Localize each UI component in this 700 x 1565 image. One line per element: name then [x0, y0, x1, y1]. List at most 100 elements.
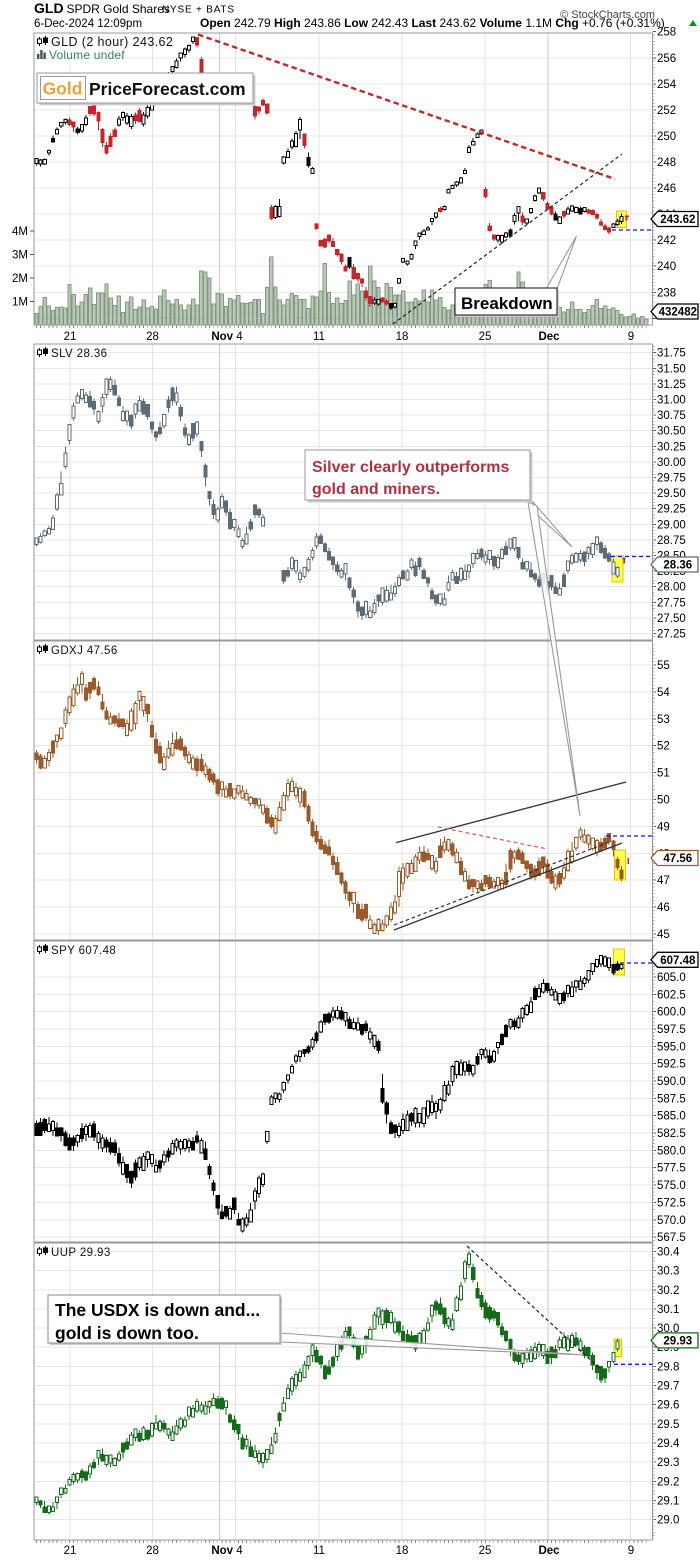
svg-text:gold and miners.: gold and miners.: [312, 481, 440, 498]
svg-text:432482: 432482: [659, 307, 697, 319]
svg-text:49: 49: [657, 821, 670, 833]
svg-text:243.62: 243.62: [660, 214, 695, 226]
svg-text:28: 28: [146, 1545, 159, 1557]
svg-text:29.75: 29.75: [657, 473, 686, 485]
svg-text:GLD: GLD: [34, 0, 64, 16]
svg-text:GLD (2 hour) 243.62: GLD (2 hour) 243.62: [51, 35, 173, 49]
svg-text:gold is down too.: gold is down too.: [55, 1323, 199, 1343]
svg-text:582.5: 582.5: [657, 1128, 686, 1140]
svg-text:30.00: 30.00: [657, 457, 686, 469]
svg-text:567.5: 567.5: [657, 1232, 686, 1244]
svg-text:25: 25: [479, 331, 492, 343]
svg-text:28: 28: [146, 331, 159, 343]
svg-text:SPY 607.48: SPY 607.48: [51, 945, 116, 957]
svg-text:Open 242.79 High 243.86 Lo: Open 242.79 High 243.86 Low 242.43 Last …: [200, 16, 665, 30]
svg-text:Gold: Gold: [43, 79, 83, 99]
svg-text:30.75: 30.75: [657, 410, 686, 422]
svg-text:29.50: 29.50: [657, 488, 686, 500]
svg-text:31.00: 31.00: [657, 395, 686, 407]
svg-text:NYSE + BATS: NYSE + BATS: [162, 5, 235, 16]
svg-text:570.0: 570.0: [657, 1215, 686, 1227]
svg-text:Breakdown: Breakdown: [461, 294, 553, 313]
svg-text:29.0: 29.0: [657, 1515, 679, 1527]
svg-text:572.5: 572.5: [657, 1197, 686, 1209]
svg-text:Volume undef: Volume undef: [49, 48, 125, 62]
svg-text:SPDR Gold Shares: SPDR Gold Shares: [67, 2, 170, 16]
svg-text:30.3: 30.3: [657, 1266, 679, 1278]
svg-text:18: 18: [396, 1545, 409, 1557]
svg-text:30.0: 30.0: [657, 1323, 679, 1335]
svg-text:28.00: 28.00: [657, 582, 686, 594]
svg-text:27.75: 27.75: [657, 597, 686, 609]
svg-text:29.4: 29.4: [657, 1438, 680, 1450]
svg-text:29.5: 29.5: [657, 1419, 679, 1431]
svg-text:SLV 28.36: SLV 28.36: [51, 348, 107, 360]
svg-text:29.00: 29.00: [657, 519, 686, 531]
svg-text:UUP 29.93: UUP 29.93: [51, 1247, 111, 1259]
svg-text:29.3: 29.3: [657, 1457, 679, 1469]
svg-text:240: 240: [657, 261, 676, 273]
svg-text:30.2: 30.2: [657, 1285, 679, 1297]
svg-text:607.48: 607.48: [660, 955, 696, 967]
svg-text:PriceForecast.com: PriceForecast.com: [89, 79, 246, 99]
svg-text:21: 21: [64, 331, 77, 343]
svg-text:605.0: 605.0: [657, 972, 686, 984]
svg-text:Dec: Dec: [538, 1545, 560, 1557]
svg-text:30.1: 30.1: [657, 1304, 679, 1316]
svg-text:Nov 4: Nov 4: [211, 331, 243, 343]
svg-text:590.0: 590.0: [657, 1076, 686, 1088]
svg-text:27.25: 27.25: [657, 629, 686, 641]
svg-text:587.5: 587.5: [657, 1093, 686, 1105]
svg-text:4M: 4M: [12, 226, 28, 238]
svg-text:29.8: 29.8: [657, 1361, 679, 1373]
svg-text:597.5: 597.5: [657, 1024, 686, 1036]
svg-text:30.50: 30.50: [657, 426, 686, 438]
svg-text:248: 248: [657, 157, 676, 169]
svg-text:602.5: 602.5: [657, 989, 686, 1001]
svg-text:246: 246: [657, 183, 676, 195]
svg-text:575.0: 575.0: [657, 1180, 686, 1192]
svg-text:3M: 3M: [12, 250, 28, 262]
svg-text:46: 46: [657, 902, 670, 914]
svg-text:28.36: 28.36: [663, 560, 692, 572]
svg-text:11: 11: [313, 331, 325, 343]
svg-text:50: 50: [657, 795, 670, 807]
svg-text:30.4: 30.4: [657, 1247, 680, 1259]
svg-text:595.0: 595.0: [657, 1041, 686, 1053]
svg-text:18: 18: [396, 331, 409, 343]
svg-text:29.1: 29.1: [657, 1496, 679, 1508]
svg-text:47: 47: [657, 875, 670, 887]
svg-text:47.56: 47.56: [663, 853, 692, 865]
svg-text:30.25: 30.25: [657, 441, 686, 453]
svg-text:1M: 1M: [12, 297, 28, 309]
svg-text:Nov 4: Nov 4: [211, 1545, 243, 1557]
svg-text:29.6: 29.6: [657, 1400, 679, 1412]
svg-text:The USDX is down and...: The USDX is down and...: [55, 1300, 260, 1320]
svg-text:31.50: 31.50: [657, 363, 686, 375]
svg-text:580.0: 580.0: [657, 1145, 686, 1157]
svg-text:600.0: 600.0: [657, 1007, 686, 1019]
svg-text:21: 21: [64, 1545, 77, 1557]
svg-text:53: 53: [657, 714, 670, 726]
svg-text:GDXJ 47.56: GDXJ 47.56: [51, 645, 118, 657]
svg-text:25: 25: [479, 1545, 492, 1557]
svg-text:256: 256: [657, 53, 676, 65]
svg-text:6-Dec-2024 12:09pm: 6-Dec-2024 12:09pm: [34, 18, 142, 30]
svg-text:28.75: 28.75: [657, 535, 686, 547]
svg-text:© StockCharts.com: © StockCharts.com: [560, 9, 655, 21]
svg-text:54: 54: [657, 687, 670, 699]
svg-text:31.25: 31.25: [657, 379, 686, 391]
svg-text:27.50: 27.50: [657, 613, 686, 625]
svg-text:577.5: 577.5: [657, 1163, 686, 1175]
svg-text:Dec: Dec: [538, 331, 560, 343]
svg-text:55: 55: [657, 660, 670, 672]
svg-text:29.2: 29.2: [657, 1476, 679, 1488]
svg-text:29.25: 29.25: [657, 504, 686, 516]
svg-text:242: 242: [657, 235, 676, 247]
svg-text:585.0: 585.0: [657, 1111, 686, 1123]
svg-text:31.75: 31.75: [657, 348, 686, 360]
svg-text:29.93: 29.93: [663, 1336, 692, 1348]
svg-text:9: 9: [628, 331, 634, 343]
svg-text:238: 238: [657, 287, 676, 299]
svg-text:9: 9: [628, 1545, 634, 1557]
